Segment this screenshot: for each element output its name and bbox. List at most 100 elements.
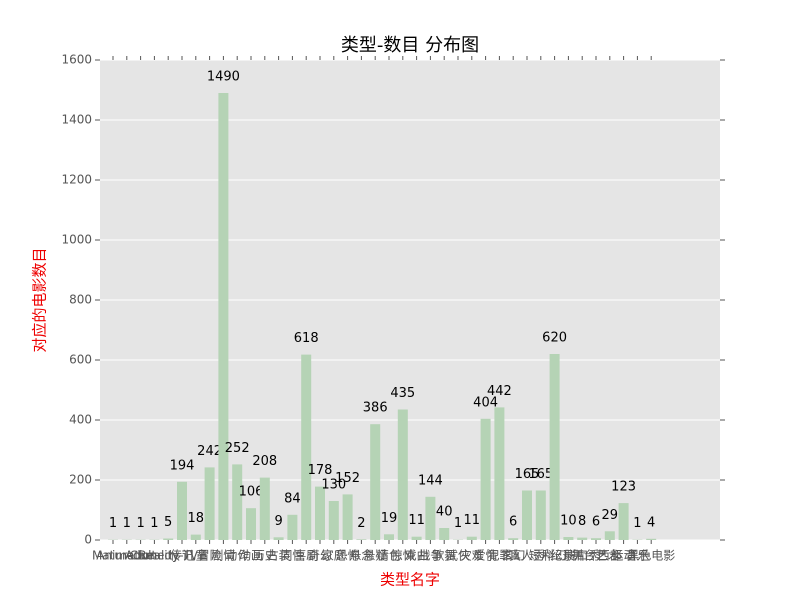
x-tick-label: 纪录片	[550, 549, 586, 563]
data-label: 11	[408, 513, 425, 528]
x-tick-label: 真人秀	[509, 549, 545, 563]
data-label: 1	[454, 516, 462, 531]
bar	[466, 536, 477, 540]
x-tick-label: 儿童	[184, 548, 208, 563]
y-tick-label: 1600	[61, 53, 92, 67]
y-tick-label: 400	[69, 413, 92, 427]
x-tick-label: 爱情	[474, 549, 498, 563]
data-label: 130	[321, 478, 346, 493]
data-label: 10	[560, 514, 577, 529]
x-tick-label: 战争	[418, 549, 442, 563]
data-label: 9	[274, 514, 282, 529]
bar	[315, 486, 325, 540]
bar	[301, 354, 312, 540]
data-label: 6	[592, 515, 600, 530]
x-tick-label: 奇幻	[308, 549, 332, 563]
data-label: 1	[123, 516, 131, 531]
bar	[342, 494, 353, 540]
data-label: 178	[308, 463, 333, 478]
x-tick-label: 短片	[529, 549, 553, 563]
y-tick-label: 800	[69, 293, 92, 307]
x-axis-label: 类型名字	[380, 571, 440, 589]
x-tick-label: 传记	[170, 548, 194, 563]
data-label: 106	[239, 485, 264, 500]
data-label: 2	[357, 516, 365, 531]
bar	[287, 514, 298, 540]
y-tick-label: 600	[69, 353, 92, 367]
bar	[273, 537, 284, 540]
x-tick-label: 灾难	[460, 548, 484, 563]
data-label: 11	[464, 513, 481, 528]
data-label: 242	[197, 444, 222, 459]
x-tick-label: 悬疑	[363, 548, 387, 563]
x-tick-label: 历史	[253, 549, 277, 563]
data-label: 18	[188, 511, 205, 526]
data-label: 1	[633, 516, 641, 531]
data-label: 252	[225, 441, 250, 456]
x-tick-label: 古装	[267, 548, 291, 563]
x-tick-label: 犯罪	[487, 549, 511, 563]
data-label: 152	[335, 471, 360, 486]
data-label: 84	[284, 491, 301, 506]
data-label: 19	[381, 511, 398, 526]
bar	[439, 528, 450, 540]
bar	[370, 424, 381, 540]
x-tick-label: Comedy	[130, 549, 180, 563]
x-tick-label: 舞台艺术	[572, 548, 620, 563]
x-tick-label: 同性	[280, 549, 304, 563]
bar	[425, 496, 436, 540]
data-label: 123	[611, 480, 636, 495]
bar	[232, 464, 243, 540]
x-tick-label: 情色	[377, 549, 401, 563]
bar	[494, 407, 505, 540]
data-label: 165	[528, 467, 553, 482]
x-tick-label: 惊悚	[391, 548, 415, 563]
data-label: 4	[647, 515, 655, 530]
data-label: 1490	[207, 70, 240, 85]
x-tick-label: Adult	[125, 549, 157, 563]
bar	[535, 490, 546, 540]
data-label: 1	[109, 516, 117, 531]
data-label: 386	[363, 401, 388, 416]
x-tick-label: 歌舞	[432, 548, 456, 563]
x-tick-label: 音乐	[625, 548, 649, 563]
bar	[204, 467, 215, 540]
x-tick-label: 武侠	[446, 549, 470, 563]
x-tick-label: 戏曲	[405, 549, 429, 563]
bar	[190, 534, 201, 540]
y-axis-label: 对应的电影数目	[31, 247, 49, 352]
bar	[328, 501, 339, 540]
data-label: 404	[473, 395, 498, 410]
data-label: 144	[418, 473, 443, 488]
x-tick-label: 脱口秀	[564, 548, 600, 563]
x-tick-label: 黑色电影	[627, 549, 675, 563]
data-label: 435	[390, 386, 415, 401]
x-tick-label: 动画	[239, 549, 263, 563]
bar	[618, 503, 629, 540]
bar	[563, 537, 574, 540]
x-tick-label: 剧情	[211, 549, 235, 563]
x-tick-label: 科幻	[543, 549, 567, 563]
x-tick-label: 动作	[225, 549, 249, 563]
x-tick-label: 冒险	[198, 548, 222, 563]
chart-title: 类型-数目 分布图	[341, 35, 479, 56]
data-label: 620	[542, 331, 567, 346]
y-tick-label: 1000	[61, 233, 92, 247]
bar	[177, 481, 187, 540]
data-label: 194	[170, 458, 195, 473]
x-tick-label: 悬念	[349, 548, 373, 563]
data-label: 618	[294, 331, 319, 346]
x-tick-label: Mature	[92, 549, 134, 563]
y-tick-label: 1400	[61, 113, 92, 127]
bar	[591, 538, 601, 540]
data-label: 208	[252, 454, 277, 469]
y-tick-label: 0	[84, 533, 92, 547]
data-label: 1	[136, 516, 144, 531]
data-label: 29	[602, 508, 619, 523]
bar	[577, 537, 588, 540]
bar	[397, 409, 408, 540]
data-label: 6	[509, 515, 517, 530]
x-tick-label: Animation	[96, 549, 157, 563]
data-label: 1	[150, 516, 158, 531]
